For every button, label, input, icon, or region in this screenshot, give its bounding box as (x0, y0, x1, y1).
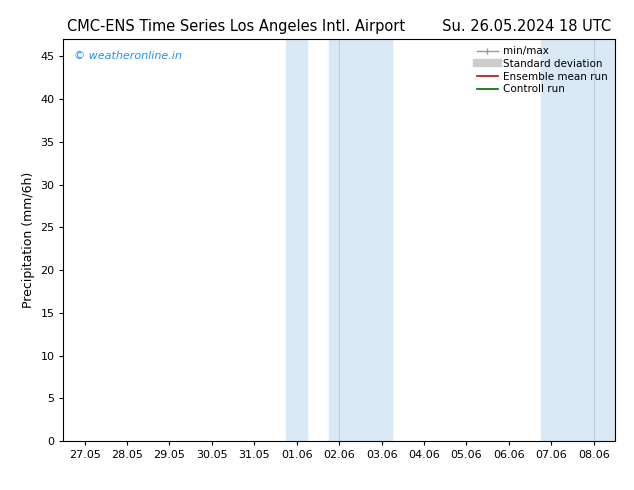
Y-axis label: Precipitation (mm/6h): Precipitation (mm/6h) (22, 172, 35, 308)
Title: CMC-ENS Time Series Los Angeles Intl. Airport        Su. 26.05.2024 18 UTC: CMC-ENS Time Series Los Angeles Intl. Ai… (67, 19, 611, 34)
Bar (541, 39, 634, 441)
Bar (328, 39, 392, 441)
Legend: min/max, Standard deviation, Ensemble mean run, Controll run: min/max, Standard deviation, Ensemble me… (475, 45, 610, 97)
Bar (286, 39, 307, 441)
Text: © weatheronline.in: © weatheronline.in (74, 51, 183, 61)
